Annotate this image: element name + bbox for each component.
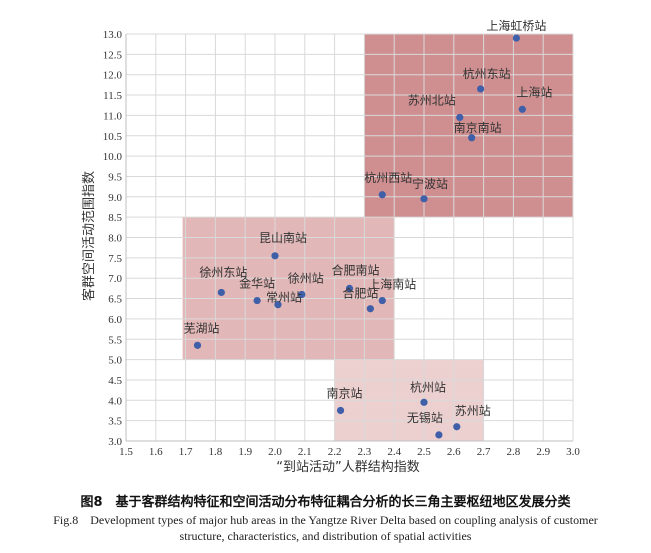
y-tick-label: 5.5 [108,334,122,346]
point-label: 杭州东站 [463,66,511,81]
data-point [468,134,476,142]
x-tick-label: 2.2 [328,446,342,458]
x-tick-label: 1.9 [238,446,252,458]
y-tick-label: 13.0 [103,29,123,41]
cluster-region-1 [364,34,573,218]
data-point [518,105,526,113]
data-point [420,195,428,203]
x-tick-label: 2.3 [358,446,372,458]
y-tick-label: 6.5 [108,294,122,306]
data-point [477,85,485,93]
y-tick-label: 5.0 [108,355,122,367]
point-label: 苏州北站 [408,93,456,107]
y-tick-label: 3.5 [108,416,122,428]
y-tick-label: 6.0 [108,314,122,326]
data-point [420,398,428,406]
data-point [345,284,354,292]
y-tick-label: 11.5 [103,90,122,102]
figure-caption-chinese: 图8 基于客群结构特征和空间活动分布特征耦合分析的长三角主要枢纽地区发展分类 [80,495,571,510]
x-tick-label: 2.1 [298,446,312,458]
x-tick-label: 3.0 [566,446,580,458]
y-tick-label: 9.0 [108,192,122,204]
figure-caption-english: Fig.8 Development types of major hub are… [53,513,598,543]
point-label: 徐州东站 [199,264,247,279]
data-point [378,191,386,199]
data-point [456,113,464,122]
cluster-region-2 [182,217,395,360]
data-point-layer [193,34,526,439]
x-tick-label: 2.6 [447,446,461,458]
y-tick-label: 12.0 [103,70,123,82]
x-axis-label: “到站活动”人群结构指数 [276,460,419,475]
data-point [435,431,443,439]
data-point [298,290,306,299]
x-tick-label: 1.8 [209,446,223,458]
data-point [512,34,520,42]
data-point [253,296,261,305]
grid-layer [125,33,574,442]
point-label: 徐州站 [288,270,324,285]
point-label: 合肥站 [342,286,378,301]
point-label: 杭州站 [410,379,446,394]
y-tick-label: 4.0 [108,395,122,407]
data-point [378,296,386,305]
data-point [274,301,282,309]
coupling-scatter-chart: 1.5 1.6 1.7 1.8 1.9 2.0 2.1 2.2 2.3 2.4 2.5 2.6 2.7 2… [81,18,581,475]
x-tick-label: 2.5 [417,446,431,458]
point-label: 常州站 [266,291,302,305]
y-tick-label: 7.0 [108,273,122,285]
y-tick-label: 9.5 [108,171,122,183]
data-point [271,252,279,260]
data-point [366,305,374,313]
point-label: 芜湖站 [184,320,220,335]
y-tick-label: 3.0 [108,436,122,448]
point-label: 金华站 [239,276,275,291]
y-tick-label: 8.5 [108,212,122,224]
x-tick-label: 2.9 [536,446,550,458]
y-tick-label: 12.5 [103,49,123,61]
x-tick-label: 2.4 [387,446,401,458]
data-point [217,288,225,297]
y-tick-label: 4.5 [108,375,122,387]
y-tick-label: 11.0 [103,110,122,122]
data-point [193,341,202,349]
point-label: 南京站 [327,385,363,400]
y-axis-label: 客群空间活动范围指数 [81,171,97,301]
point-label: 杭州西站 [364,170,412,185]
point-label: 上海站 [516,84,552,99]
point-label: 苏州站 [455,404,491,418]
point-label: 上海虹桥站 [486,18,546,33]
x-tick-label: 1.7 [179,446,193,458]
point-label: 上海南站 [368,277,416,292]
y-tick-label: 8.0 [108,233,122,245]
point-label: 无锡站 [407,410,443,425]
x-tick-label: 2.8 [507,446,521,458]
x-tick-label: 1.6 [149,446,163,458]
point-label: 宁波站 [412,176,448,191]
point-label: 合肥南站 [331,262,379,277]
region-layer [182,34,573,441]
x-tick-label: 1.5 [119,446,133,458]
x-tick-label: 2.7 [477,446,491,458]
data-point [336,406,345,415]
point-label: 南京南站 [454,120,502,135]
y-tick-label: 10.5 [103,131,123,143]
data-point [453,423,461,431]
x-tick-label: 2.0 [268,446,282,458]
point-label: 昆山南站 [259,230,307,245]
y-tick-label: 7.5 [108,253,122,265]
y-tick-label: 10.0 [103,151,123,163]
tick-label-layer: 1.5 1.6 1.7 1.8 1.9 2.0 2.1 2.2 2.3 2.4 2.5 2.6 2.7 2… [103,29,581,458]
